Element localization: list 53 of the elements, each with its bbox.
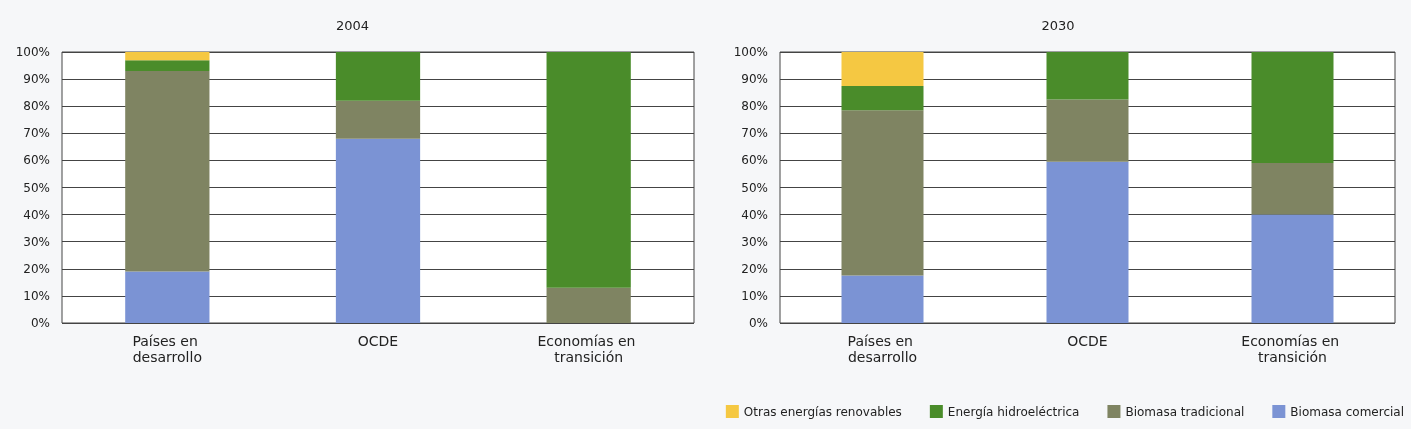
- y-tick-label: 0%: [748, 316, 768, 330]
- bar: [546, 287, 631, 323]
- y-tick-label: 20%: [741, 261, 768, 276]
- legend-label: Biomasa tradicional: [1125, 404, 1245, 419]
- y-tick-label: 10%: [741, 288, 768, 303]
- legend-label: Energía hidroeléctrica: [947, 404, 1080, 419]
- x-tick-label: Economías en transición: [1241, 333, 1344, 365]
- y-tick-label: 50%: [23, 180, 50, 195]
- y-tick-label: 20%: [23, 261, 50, 276]
- y-tick-label: 10%: [23, 288, 50, 303]
- x-tick-label: Países en desarrollo: [132, 333, 203, 365]
- bar: [1251, 163, 1334, 215]
- y-tick-label: 90%: [23, 72, 50, 87]
- y-tick-label: 90%: [741, 72, 768, 87]
- y-tick-label: 40%: [741, 207, 768, 222]
- legend-label: Otras energías renovables: [743, 404, 902, 419]
- x-tick-label: OCDE: [1067, 333, 1108, 349]
- y-tick-label: 70%: [741, 126, 768, 141]
- bar: [335, 52, 421, 101]
- bar: [841, 52, 924, 86]
- y-tick-label: 80%: [23, 99, 50, 114]
- legend-label: Biomasa comercial: [1290, 404, 1404, 419]
- x-tick-label: OCDE: [357, 333, 399, 349]
- bar: [1251, 214, 1334, 323]
- bar: [1251, 52, 1334, 164]
- y-tick-label: 60%: [23, 153, 50, 168]
- y-tick-label: 30%: [741, 234, 768, 249]
- bar: [546, 52, 631, 288]
- x-tick-label: Economías en transición: [537, 333, 640, 365]
- chart-title: 2030: [1041, 18, 1075, 33]
- bar: [125, 70, 210, 272]
- y-tick-label: 100%: [733, 45, 768, 59]
- bar: [1046, 161, 1129, 323]
- bar: [841, 85, 924, 111]
- bar: [125, 52, 210, 61]
- y-tick-label: 30%: [23, 234, 50, 249]
- y-tick-label: 60%: [741, 153, 768, 168]
- bar: [125, 271, 210, 323]
- x-tick-label: Países en desarrollo: [847, 333, 918, 365]
- y-tick-label: 40%: [23, 207, 50, 222]
- bar: [841, 110, 924, 276]
- y-tick-label: 70%: [23, 126, 50, 141]
- bar: [1046, 52, 1129, 100]
- chart-title: 2004: [335, 18, 370, 33]
- y-tick-label: 100%: [15, 45, 50, 59]
- y-tick-label: 80%: [741, 99, 768, 114]
- bar: [335, 138, 421, 323]
- bar: [125, 60, 210, 71]
- y-tick-label: 50%: [741, 180, 768, 195]
- bar: [335, 100, 421, 139]
- bar: [841, 275, 924, 323]
- bar: [1046, 99, 1129, 162]
- y-tick-label: 0%: [30, 316, 50, 330]
